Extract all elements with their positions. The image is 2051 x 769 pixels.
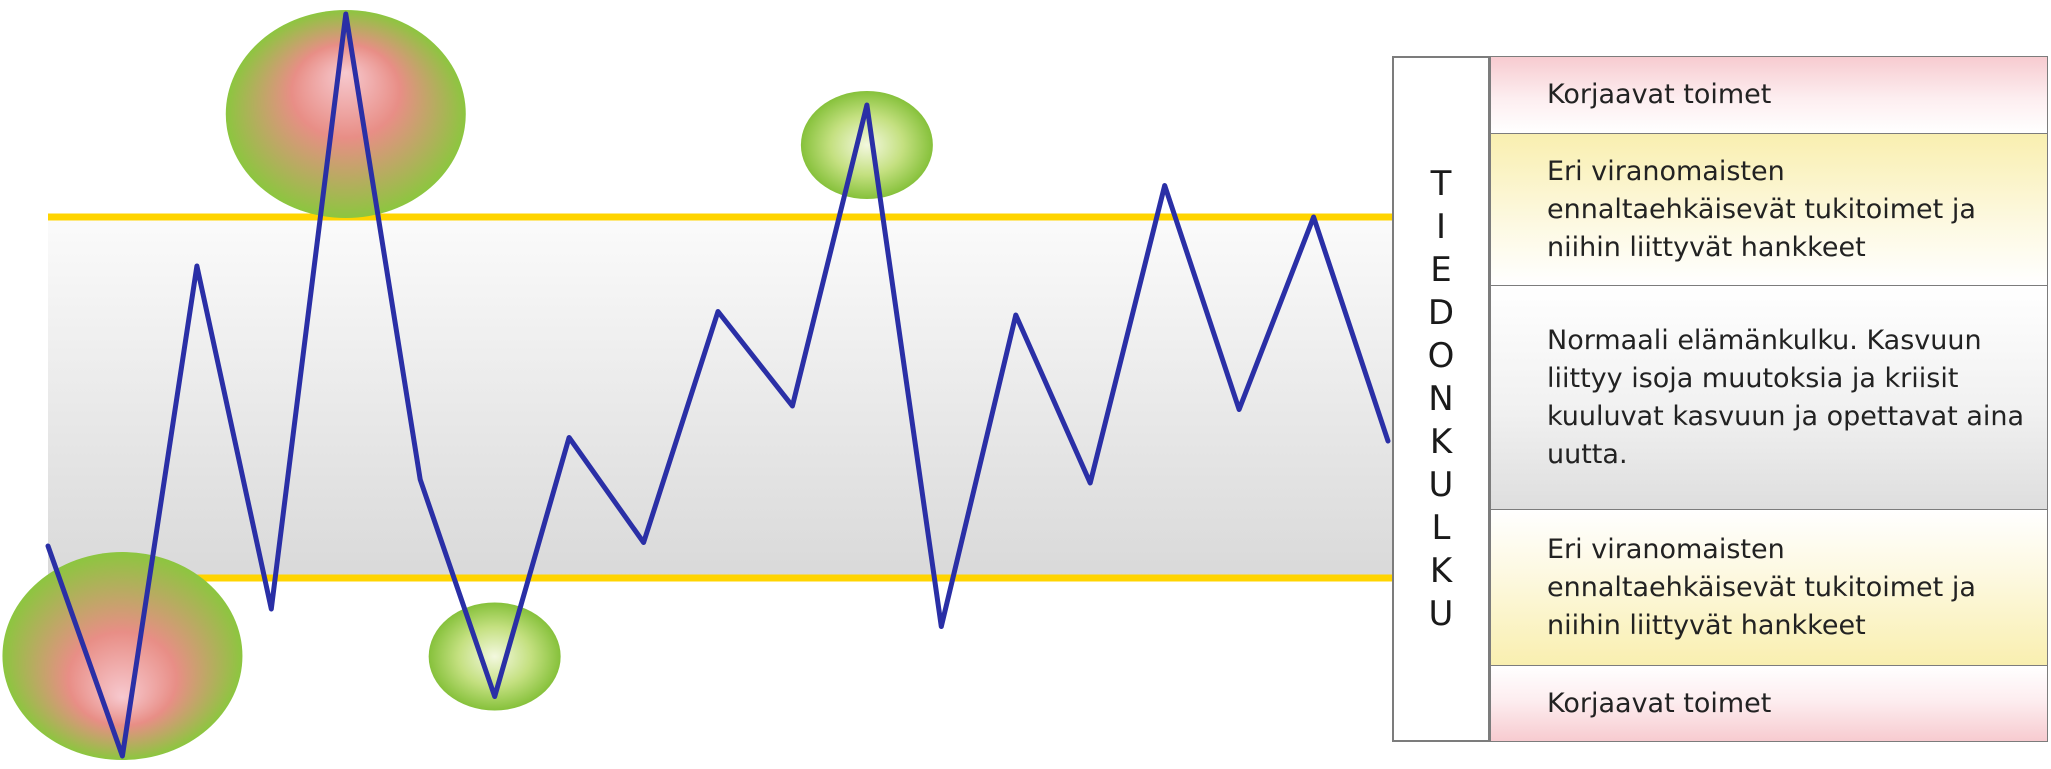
tiedonkulku-letter: D <box>1427 292 1455 333</box>
tiedonkulku-letter: K <box>1429 550 1453 591</box>
tiedonkulku-letter: L <box>1431 507 1451 548</box>
critical-peak-marker <box>225 10 466 218</box>
zone-corrective-bottom-text: Korjaavat toimet <box>1547 687 1772 719</box>
data-line <box>45 11 1391 759</box>
zone-preventive-upper: Eri viranomaisten ennaltaehkäisevät tuki… <box>1490 133 2048 286</box>
warning-peak-marker <box>428 602 561 711</box>
zone-corrective-top: Korjaavat toimet <box>1490 56 2048 134</box>
zone-preventive-upper-text: Eri viranomaisten ennaltaehkäisevät tuki… <box>1547 155 1976 263</box>
zone-corrective-top-text: Korjaavat toimet <box>1547 79 1772 110</box>
tiedonkulku-letter: K <box>1429 421 1453 462</box>
tiedonkulku-letter: O <box>1427 335 1455 376</box>
zone-preventive-lower: Eri viranomaisten ennaltaehkäisevät tuki… <box>1490 509 2048 666</box>
tiedonkulku-letter: T <box>1430 163 1452 204</box>
tiedonkulku-letter: N <box>1428 378 1454 419</box>
zone-preventive-lower-text: Eri viranomaisten ennaltaehkäisevät tuki… <box>1547 533 1976 641</box>
warning-peak-marker <box>800 91 933 199</box>
zone-normal-life: Normaali elämänkulku. Kasvuun liittyy is… <box>1490 285 2048 510</box>
zone-corrective-bottom: Korjaavat toimet <box>1490 665 2048 742</box>
zone-normal-life-text: Normaali elämänkulku. Kasvuun liittyy is… <box>1547 324 2025 470</box>
tiedonkulku-letter: E <box>1430 249 1452 290</box>
tiedonkulku-letter: U <box>1428 593 1454 634</box>
tiedonkulku-letter: I <box>1435 206 1447 247</box>
normal-band <box>48 217 1392 578</box>
tiedonkulku-letter: U <box>1428 464 1454 505</box>
critical-peak-marker <box>2 552 243 760</box>
